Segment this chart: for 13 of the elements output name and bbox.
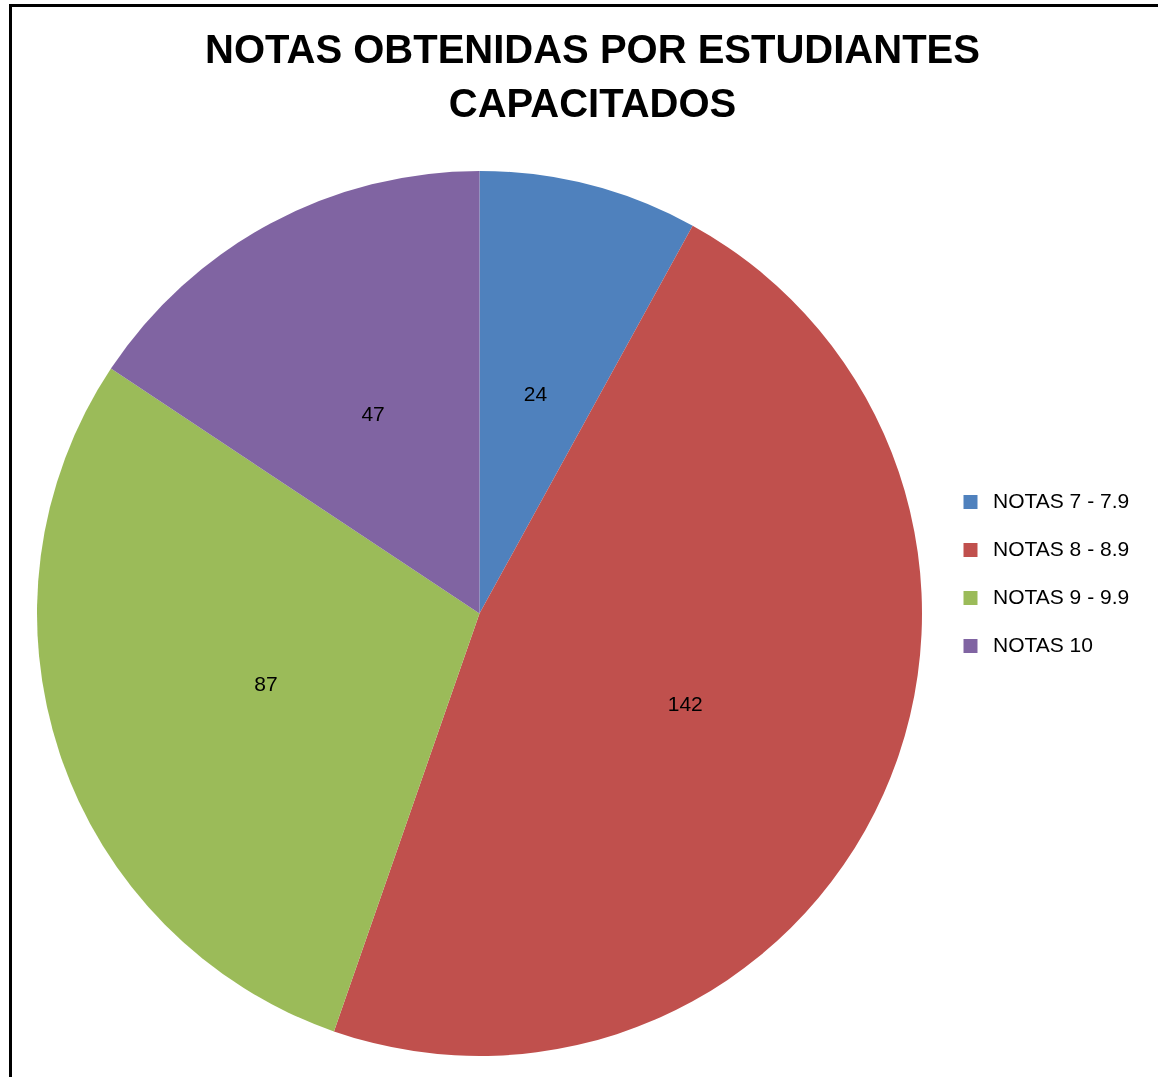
pie-slice bbox=[479, 171, 693, 614]
data-label: 24 bbox=[523, 382, 548, 406]
legend-label: NOTAS 10 bbox=[993, 633, 1093, 656]
pie-slice bbox=[333, 225, 922, 1056]
pie-slice bbox=[37, 368, 480, 1032]
data-label: 47 bbox=[361, 401, 385, 425]
data-label: 87 bbox=[254, 672, 278, 696]
legend-label: NOTAS 8 - 8.9 bbox=[993, 537, 1130, 560]
data-label: 142 bbox=[667, 692, 703, 716]
chart-title: NOTAS OBTENIDAS POR ESTUDIANTES CAPACITADOS bbox=[205, 27, 980, 125]
legend-label: NOTAS 7 - 7.9 bbox=[993, 489, 1130, 512]
legend-label: NOTAS 9 - 9.9 bbox=[993, 585, 1130, 608]
pie-slice bbox=[110, 171, 480, 614]
